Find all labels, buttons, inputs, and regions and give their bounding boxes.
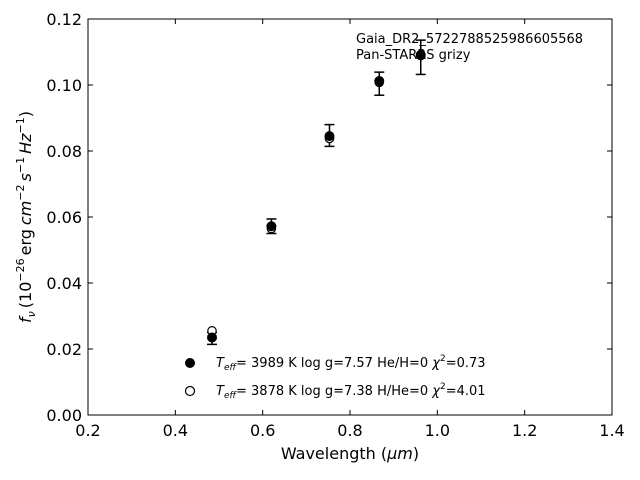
legend-entry-2: Teff= 3878 K log g=7.38 H/He=0 χ2=4.01 xyxy=(216,382,486,401)
filled-model-point xyxy=(374,76,385,87)
filled-model-point xyxy=(324,131,335,142)
y-tick-label: 0.04 xyxy=(46,274,82,293)
y-tick-label: 0.02 xyxy=(46,340,82,359)
x-tick-label: 0.2 xyxy=(75,421,100,440)
x-tick-label: 1.4 xyxy=(599,421,624,440)
x-tick-label: 1.2 xyxy=(512,421,537,440)
x-tick-label: 0.6 xyxy=(250,421,275,440)
legend-filled-marker xyxy=(185,358,195,368)
x-tick-label: 1.0 xyxy=(425,421,450,440)
y-tick-label: 0.08 xyxy=(46,142,82,161)
axis-ticks xyxy=(87,18,613,416)
legend: Teff= 3989 K log g=7.57 He/H=0 χ2=0.73 T… xyxy=(184,354,486,401)
x-tick-label: 0.4 xyxy=(163,421,188,440)
filled-model-point xyxy=(266,221,277,232)
y-tick-label: 0.10 xyxy=(46,76,82,95)
y-tick-label: 0.12 xyxy=(46,10,82,29)
y-tick-label: 0.00 xyxy=(46,406,82,425)
y-tick-labels: 0.00 0.02 0.04 0.06 0.08 0.10 0.12 xyxy=(46,10,82,425)
filled-model-point xyxy=(207,332,218,343)
data-markers xyxy=(207,49,426,343)
x-tick-labels: 0.2 0.4 0.6 0.8 1.0 1.2 1.4 xyxy=(75,421,624,440)
legend-open-marker xyxy=(184,385,196,397)
x-axis-label: Wavelength (μm) xyxy=(281,444,419,463)
y-tick-label: 0.06 xyxy=(46,208,82,227)
annotation-line-1: Gaia_DR2_5722788525986605568 xyxy=(356,32,583,47)
y-axis-label: fν(10−26ergcm−2s−1Hz−1) xyxy=(14,111,38,323)
legend-entry-1: Teff= 3989 K log g=7.57 He/H=0 χ2=0.73 xyxy=(216,354,486,373)
filled-model-point xyxy=(415,49,426,60)
x-tick-label: 0.8 xyxy=(337,421,362,440)
annotation-line-2: Pan-STARRS grizy xyxy=(356,48,471,63)
plot-area xyxy=(87,18,613,416)
